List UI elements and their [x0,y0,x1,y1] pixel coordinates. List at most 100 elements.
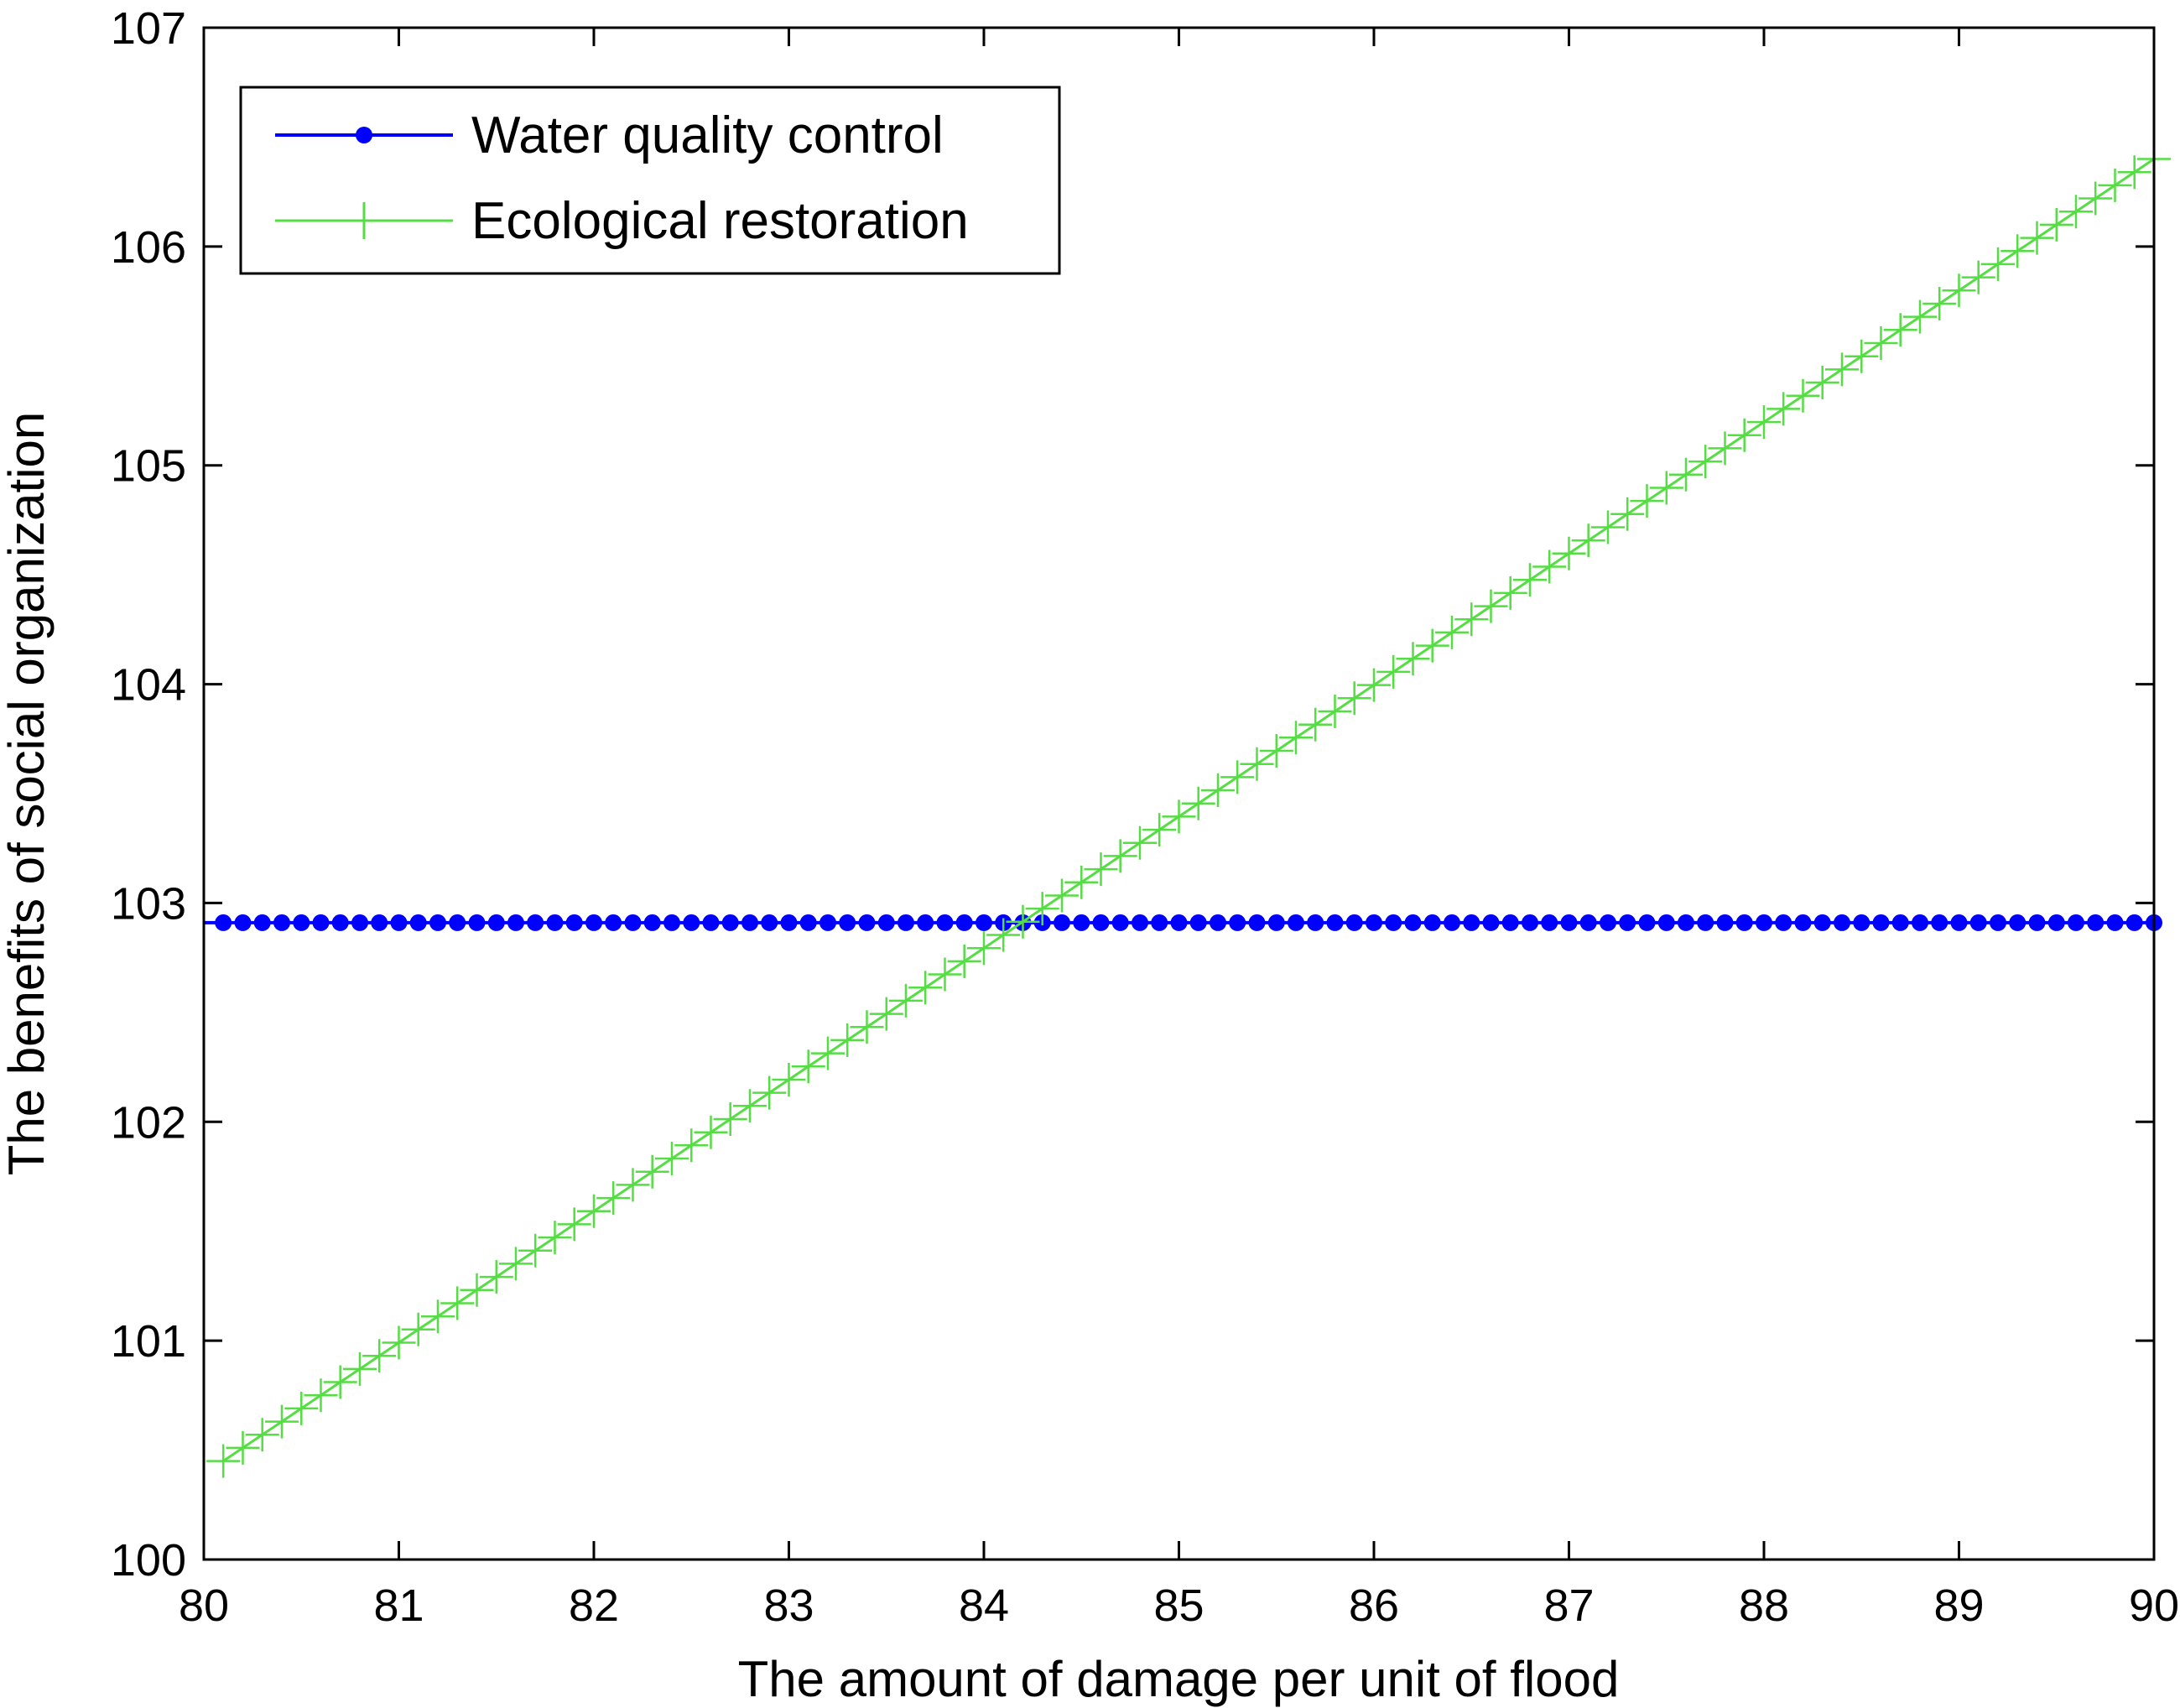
data-point [1248,914,1266,931]
data-point [839,914,856,931]
data-point [585,914,602,931]
data-point [1474,589,1508,623]
data-point [819,914,836,931]
data-point [312,914,330,931]
data-point [1307,914,1324,931]
data-point [2106,914,2124,931]
data-point [507,914,524,931]
data-point [323,1365,357,1399]
data-point [1853,914,1870,931]
x-tick-label: 88 [1739,1580,1789,1631]
data-point [713,1102,747,1136]
data-point [2079,181,2113,216]
data-point [409,914,427,931]
data-point [487,914,505,931]
data-point [421,1299,455,1334]
data-point [1716,914,1734,931]
data-point [1922,287,1957,320]
data-point [635,1154,669,1189]
data-point [1813,914,1831,931]
data-point [1794,914,1812,931]
data-point [206,1444,241,1478]
data-point [518,1233,553,1268]
data-point [460,1273,494,1307]
data-point [1123,825,1157,860]
data-point [1571,523,1605,558]
data-point [1259,734,1293,768]
data-point [1162,799,1196,834]
data-point [2001,234,2035,268]
data-point [1513,563,1547,597]
data-point [624,914,642,931]
legend-marker-ecological-restoration [346,202,382,239]
data-point [577,1194,611,1228]
data-point [245,1418,279,1452]
data-point [1610,497,1645,531]
series-layer [204,142,2171,1478]
x-tick-label: 87 [1543,1580,1594,1631]
data-point [499,1247,533,1281]
legend-label-ecological-restoration: Ecological restoration [471,192,969,250]
data-point [527,914,544,931]
data-point [1006,904,1040,939]
data-point [772,1063,806,1096]
data-point [1969,914,1987,931]
data-point [1981,247,2015,281]
data-point [1834,914,1850,931]
data-point [1045,878,1079,913]
data-point [343,1351,377,1386]
data-point [2047,914,2065,931]
data-point [284,1391,319,1425]
data-point [1357,668,1391,702]
y-tick-label: 105 [111,441,186,492]
data-point [2068,914,2084,931]
data-point [1025,892,1059,926]
data-point [1619,914,1636,931]
data-point [362,1339,397,1373]
data-point [1961,260,1995,294]
data-point [1579,914,1597,931]
x-tick-label: 83 [763,1580,814,1631]
data-point [683,914,700,931]
data-point [1541,914,1558,931]
data-point [1210,914,1226,931]
data-point [1084,852,1118,887]
data-point [976,914,992,931]
data-point [401,1312,435,1346]
legend-marker-water-quality-control [356,127,372,143]
data-point [967,931,1001,966]
data-point [2039,207,2073,242]
data-point [694,1115,728,1149]
data-point [1142,813,1177,847]
data-point [1891,914,1909,931]
data-point [371,914,388,931]
data-point [761,914,778,931]
data-point [1288,914,1304,931]
x-tick-label: 86 [1349,1580,1399,1631]
data-point [1990,914,2006,931]
data-point [1591,510,1625,544]
data-point [1708,431,1742,466]
data-point [390,914,408,931]
x-tick-label: 82 [569,1580,619,1631]
data-point [791,1049,825,1084]
data-point [1883,313,1917,347]
data-point [936,914,954,931]
x-tick-label: 84 [959,1580,1009,1631]
data-point [605,914,622,931]
data-point [1903,299,1937,334]
y-tick-label: 107 [111,3,186,54]
data-point [1872,914,1890,931]
y-tick-label: 104 [111,660,186,711]
data-point [889,983,923,1018]
data-point [565,914,583,931]
data-point [1638,914,1656,931]
data-point [908,971,943,1005]
data-point [1279,721,1313,755]
data-point [1181,786,1215,820]
data-point [440,1286,475,1320]
data-point [1337,681,1371,716]
legend-box [239,86,1061,275]
tick-layer: 80 81 82 83 84 85 86 87 88 89 90 100 101 102 103 104 105… [111,3,2179,1631]
data-point [643,914,661,931]
